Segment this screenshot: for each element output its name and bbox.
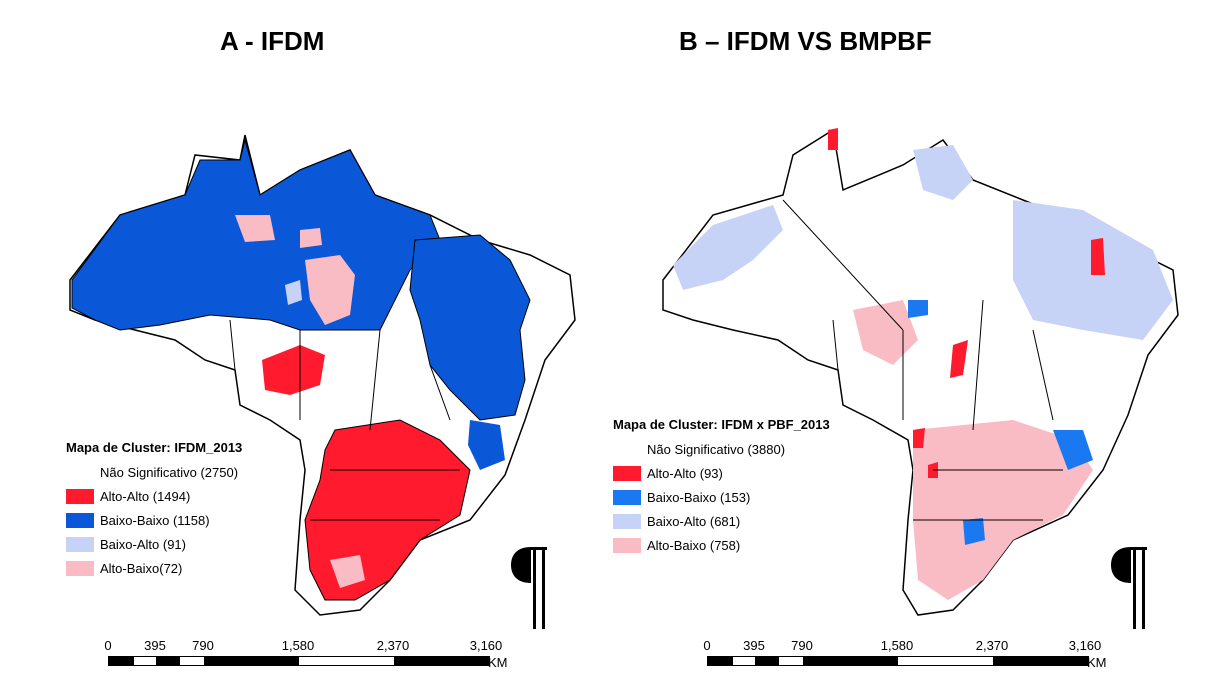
scale-bar xyxy=(108,656,490,666)
legend-label: Baixo-Alto (91) xyxy=(100,536,186,552)
legend-swatch xyxy=(613,537,641,553)
cluster-alto-baixo-1 xyxy=(305,255,355,325)
legend-swatch xyxy=(66,488,94,504)
scale-tick: 395 xyxy=(144,638,166,653)
legend-swatch xyxy=(66,536,94,552)
brazil-map-ifdm xyxy=(69,134,576,616)
legend-label: Alto-Alto (93) xyxy=(647,465,723,481)
legend-swatch xyxy=(66,465,94,480)
legend-label: Baixo-Alto (681) xyxy=(647,513,741,529)
scale-tick: 2,370 xyxy=(975,638,1009,653)
cluster-alto-alto-mt xyxy=(262,345,325,395)
legend-label: Não Significativo (2750) xyxy=(100,464,239,480)
cluster-baixo-baixo-northeast xyxy=(409,234,531,421)
scale-tick: 0 xyxy=(703,638,711,653)
scale-unit: KM xyxy=(488,655,508,670)
legend-swatch xyxy=(613,489,641,505)
cluster-baixo-baixo-1 xyxy=(1053,430,1093,470)
legend-title: Mapa de Cluster: IFDM_2013 xyxy=(66,440,243,455)
north-arrow-icon xyxy=(1111,547,1147,629)
legend-item: Alto-Baixo (758) xyxy=(613,533,830,557)
legend-item: Alto-Baixo(72) xyxy=(66,556,242,580)
legend-swatch xyxy=(613,465,641,481)
legend-item: Alto-Alto (93) xyxy=(613,461,830,485)
legend-item: Baixo-Baixo (1158) xyxy=(66,508,242,532)
legend-item: Baixo-Alto (91) xyxy=(66,532,242,556)
scale-tick: 790 xyxy=(791,638,813,653)
scale-labels: 0 395 790 1,580 2,370 3,160 xyxy=(703,638,1127,656)
legend-label: Baixo-Baixo (1158) xyxy=(100,512,210,528)
cluster-alto-alto-1 xyxy=(950,340,968,378)
scale-labels: 0 395 790 1,580 2,370 3,160 xyxy=(104,638,528,656)
cluster-baixo-alto-north xyxy=(673,205,783,290)
legend-item: Não Significativo (2750) xyxy=(66,460,242,484)
legend-swatch xyxy=(66,560,94,576)
panel-a: A - IFDM Mapa de Cluster: IFDM_2013 Não … xyxy=(66,26,576,670)
scale-tick: 0 xyxy=(104,638,112,653)
cluster-alto-alto-south xyxy=(304,419,471,601)
cluster-alto-baixo-south xyxy=(913,420,1093,600)
brazil-map-ifdm-vs-bmpbf xyxy=(662,128,1179,616)
cluster-alto-alto-3 xyxy=(828,128,838,150)
legend-swatch xyxy=(613,442,641,457)
legend-item: Alto-Alto (1494) xyxy=(66,484,242,508)
legend-item: Baixo-Baixo (153) xyxy=(613,485,830,509)
cluster-alto-baixo-3 xyxy=(300,228,322,248)
cluster-alto-alto-4 xyxy=(913,428,925,448)
cluster-baixo-baixo-3 xyxy=(908,300,928,318)
cluster-alto-baixo-2 xyxy=(235,215,275,242)
legend-label: Não Significativo (3880) xyxy=(647,441,786,457)
scale-tick: 790 xyxy=(192,638,214,653)
legend-swatch xyxy=(613,513,641,529)
cluster-alto-baixo-mid xyxy=(853,300,918,365)
panel-a-title: A - IFDM xyxy=(220,26,325,56)
legend-label: Alto-Baixo (758) xyxy=(647,537,741,553)
cluster-alto-alto-2 xyxy=(1091,238,1105,275)
panel-b: B – IFDM VS BMPBF Mapa de Cluster: IFDM … xyxy=(613,0,1226,678)
legend-item: Baixo-Alto (681) xyxy=(613,509,830,533)
scale-bar-b: 0 395 790 1,580 2,370 3,160 KM xyxy=(703,638,1127,670)
cluster-baixo-alto-1 xyxy=(285,280,302,305)
cluster-baixo-alto-2 xyxy=(913,145,973,200)
legend-a: Mapa de Cluster: IFDM_2013 Não Significa… xyxy=(66,440,242,580)
scale-tick: 3,160 xyxy=(1068,638,1102,653)
scale-tick: 1,580 xyxy=(880,638,914,653)
legend-swatch xyxy=(66,512,94,528)
scale-tick: 1,580 xyxy=(281,638,315,653)
cluster-baixo-baixo-2 xyxy=(963,518,985,545)
legend-label: Alto-Baixo(72) xyxy=(100,560,183,576)
scale-tick: 395 xyxy=(743,638,765,653)
north-arrow-icon xyxy=(511,547,547,629)
legend-item: Não Significativo (3880) xyxy=(613,437,830,461)
scale-bar xyxy=(707,656,1089,666)
scale-unit: KM xyxy=(1087,655,1107,670)
state-borders xyxy=(229,319,460,521)
state-borders xyxy=(782,199,1063,521)
legend-label: Alto-Alto (1494) xyxy=(100,488,191,504)
cluster-alto-baixo-4 xyxy=(330,555,365,588)
cluster-baixo-baixo-se xyxy=(468,420,505,470)
scale-tick: 2,370 xyxy=(376,638,410,653)
legend-label: Baixo-Baixo (153) xyxy=(647,489,751,505)
legend-title: Mapa de Cluster: IFDM x PBF_2013 xyxy=(613,417,830,432)
legend-b: Mapa de Cluster: IFDM x PBF_2013 Não Sig… xyxy=(613,417,830,557)
scale-tick: 3,160 xyxy=(469,638,503,653)
panel-b-title: B – IFDM VS BMPBF xyxy=(679,26,932,56)
scale-bar-a: 0 395 790 1,580 2,370 3,160 KM xyxy=(104,638,528,670)
